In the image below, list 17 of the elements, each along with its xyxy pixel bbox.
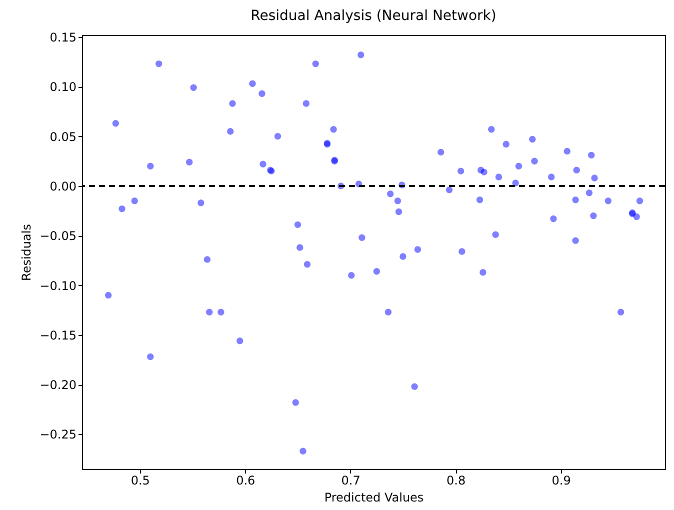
- y-tick-label: −0.05: [40, 229, 76, 244]
- y-tick-label: −0.15: [40, 328, 76, 342]
- y-tick-label: 0.15: [50, 30, 76, 44]
- y-tick-label: 0.10: [50, 80, 76, 94]
- y-tick-label: −0.10: [40, 278, 76, 293]
- y-tick-label: −0.20: [40, 378, 76, 392]
- x-tick-label: 0.7: [341, 474, 360, 488]
- x-tick-label: 0.6: [236, 474, 256, 488]
- chart-title: Residual Analysis (Neural Network): [250, 8, 496, 24]
- x-tick-label: 0.5: [130, 474, 150, 488]
- y-tick-label: 0.00: [50, 179, 76, 194]
- x-tick-label: 0.9: [552, 474, 571, 488]
- y-tick-label: 0.05: [50, 130, 76, 144]
- x-tick-label: 0.8: [446, 474, 466, 488]
- y-axis-title: Residuals: [20, 224, 34, 281]
- y-tick-label: −0.25: [40, 428, 76, 442]
- x-axis-title: Predicted Values: [324, 490, 424, 504]
